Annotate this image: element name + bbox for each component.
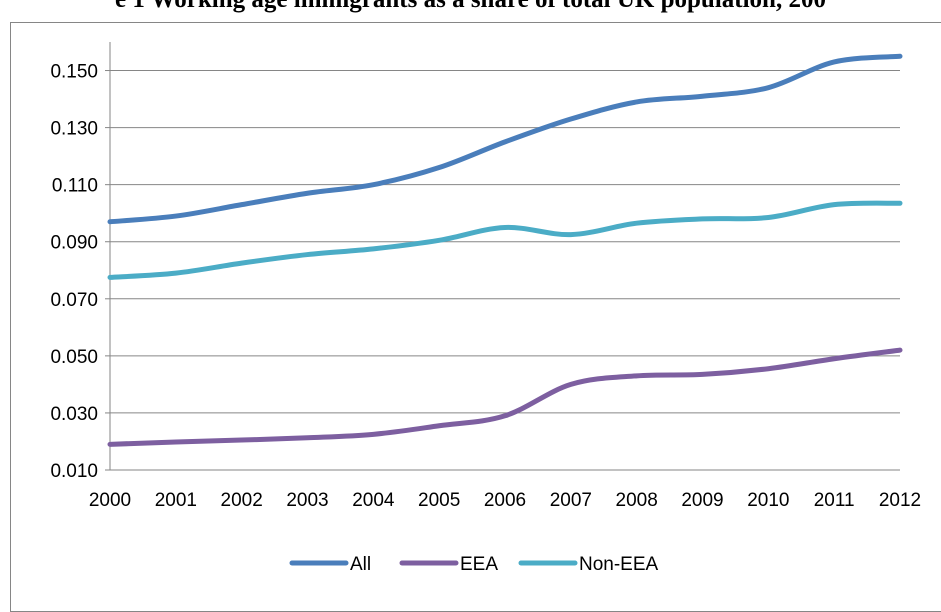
x-tick-label: 2008 [616, 490, 658, 511]
x-tick-label: 2006 [484, 490, 526, 511]
axes [105, 42, 111, 471]
y-tick-label: 0.070 [50, 290, 98, 311]
series-lines [107, 53, 903, 447]
legend-label: All [350, 554, 371, 575]
x-tick-label: 2007 [550, 490, 592, 511]
x-tick-label: 2003 [286, 490, 328, 511]
legend: All EEA Non-EEA [289, 554, 659, 575]
x-tick-label: 2001 [155, 490, 197, 511]
legend-label: Non-EEA [579, 554, 659, 575]
series-line-non-eea [107, 200, 903, 280]
legend-label: EEA [460, 554, 498, 575]
y-tick-label: 0.110 [52, 176, 98, 197]
series-line-eea [107, 347, 903, 447]
x-tick-label: 2005 [418, 490, 460, 511]
x-tick-label: 2011 [814, 490, 855, 511]
chart-title: e 1 Working age immigrants as a share of… [0, 0, 941, 14]
y-tick-label: 0.150 [50, 62, 98, 83]
line-chart: 0.010 0.030 0.050 0.070 0.090 0.110 0.130 0.150… [50, 42, 921, 575]
x-tick-label: 2012 [879, 490, 921, 511]
series-line-all [107, 53, 903, 225]
x-tick-label: 2002 [221, 490, 263, 511]
x-tick-label: 2009 [681, 490, 723, 511]
x-tick-label: 2010 [747, 490, 789, 511]
x-tick-labels: 2000 2001 2002 2003 2004 2005 2006 2007 2008 2009… [89, 490, 921, 511]
x-tick-label: 2000 [89, 490, 131, 511]
gridlines [110, 70, 900, 471]
y-tick-labels: 0.010 0.030 0.050 0.070 0.090 0.110 0.130 0.150 [50, 62, 98, 482]
y-tick-label: 0.030 [50, 404, 98, 425]
x-tick-label: 2004 [352, 490, 395, 511]
y-tick-label: 0.130 [50, 119, 98, 140]
y-tick-label: 0.050 [50, 347, 98, 368]
y-tick-label: 0.090 [50, 233, 98, 254]
y-tick-label: 0.010 [50, 461, 98, 482]
